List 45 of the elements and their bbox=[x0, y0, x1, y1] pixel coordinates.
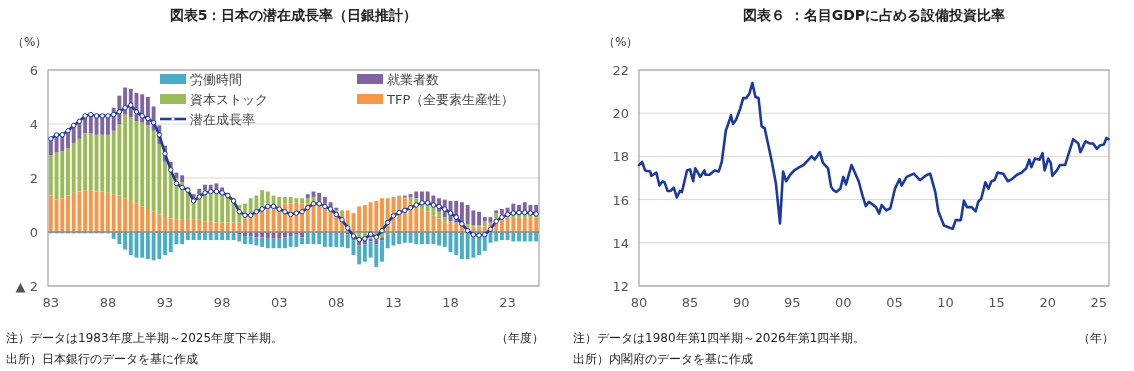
x-tick-label: 88 bbox=[99, 295, 117, 310]
text: 出所）内閣府のデータを基に作成 bbox=[573, 352, 753, 366]
y-tick-label: 12 bbox=[612, 279, 629, 294]
legend-label: 資本ストック bbox=[190, 92, 268, 107]
x-tick-label: 10 bbox=[937, 295, 954, 310]
y-tick-label: 22 bbox=[612, 63, 629, 78]
x-tick-label: 05 bbox=[886, 295, 903, 310]
x-tick-label: 20 bbox=[1039, 295, 1056, 310]
legend-label: 労働時間 bbox=[190, 72, 242, 87]
y-tick-label: 20 bbox=[612, 106, 629, 122]
y-tick-label: 4 bbox=[29, 117, 38, 132]
x-tick-label: 00 bbox=[835, 295, 852, 310]
x-tick-label: 85 bbox=[681, 295, 699, 310]
y-tick-label: 16 bbox=[612, 192, 629, 208]
x-tick-label: 95 bbox=[783, 295, 801, 310]
x-axis-title: （年度） bbox=[496, 331, 544, 345]
legend-label: TFP（全要素生産性） bbox=[386, 92, 515, 107]
chart-title: 図表６ ：名目GDPに占める設備投資比率 bbox=[742, 7, 1006, 23]
y-tick-label: 0 bbox=[29, 225, 38, 240]
y-tick-label: 18 bbox=[612, 149, 629, 165]
text: 注）データは1983年度上半期～2025年度下半期。 bbox=[6, 331, 284, 345]
x-tick-label: 25 bbox=[1090, 295, 1108, 310]
x-tick-label: 23 bbox=[499, 295, 516, 310]
y-tick-label: 2 bbox=[29, 171, 38, 186]
x-tick-label: 15 bbox=[988, 295, 1005, 310]
y-axis-title: （%） bbox=[603, 35, 639, 49]
x-tick-label: 90 bbox=[732, 295, 750, 310]
y-tick-label: 6 bbox=[29, 63, 38, 78]
text: 注）データは1980年第1四半期～2026年第1四半期。 bbox=[573, 331, 866, 345]
x-tick-label: 93 bbox=[156, 295, 174, 310]
x-tick-label: 08 bbox=[328, 295, 345, 310]
x-tick-label: 18 bbox=[442, 295, 459, 310]
x-tick-label: 98 bbox=[213, 295, 231, 310]
y-axis-title: （%） bbox=[12, 35, 48, 49]
x-tick-label: 83 bbox=[42, 295, 60, 310]
x-axis-title: （年） bbox=[1078, 331, 1114, 345]
legend-label: 潜在成長率 bbox=[190, 112, 255, 127]
text: 出所）日本銀行のデータを基に作成 bbox=[6, 352, 198, 366]
chart-title: 図表5：日本の潜在成長率（日銀推計） bbox=[169, 7, 418, 23]
y-tick-label: ▲ 2 bbox=[15, 279, 38, 294]
legend-label: 就業者数 bbox=[387, 72, 439, 87]
y-tick-label: 14 bbox=[612, 235, 629, 251]
x-tick-label: 80 bbox=[630, 295, 648, 310]
x-tick-label: 03 bbox=[270, 295, 288, 310]
x-tick-label: 13 bbox=[385, 295, 402, 310]
